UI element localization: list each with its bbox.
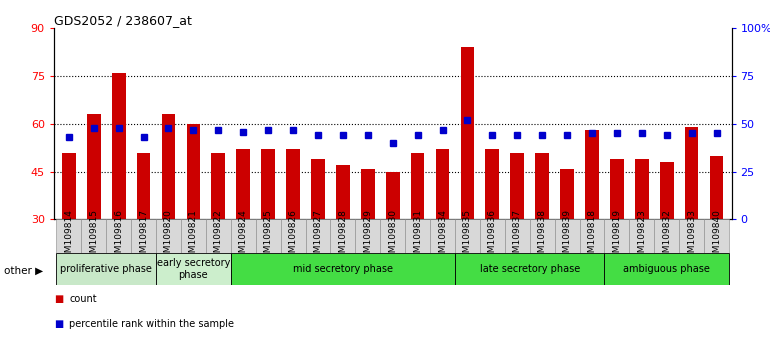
Bar: [561, 169, 574, 219]
Text: GSM109816: GSM109816: [114, 209, 123, 264]
Bar: [231, 253, 455, 285]
Bar: [137, 153, 150, 219]
Text: GSM109837: GSM109837: [513, 209, 522, 264]
Bar: [311, 159, 325, 219]
Bar: [704, 219, 729, 253]
Text: late secretory phase: late secretory phase: [480, 264, 580, 274]
Text: mid secretory phase: mid secretory phase: [293, 264, 393, 274]
Bar: [460, 47, 474, 219]
Text: other ▶: other ▶: [4, 266, 43, 276]
Bar: [554, 219, 580, 253]
Bar: [505, 219, 530, 253]
Text: GSM109817: GSM109817: [139, 209, 148, 264]
Text: GSM109831: GSM109831: [413, 209, 422, 264]
Text: GSM109814: GSM109814: [65, 209, 73, 264]
Bar: [112, 73, 126, 219]
Text: GDS2052 / 238607_at: GDS2052 / 238607_at: [54, 14, 192, 27]
Bar: [436, 149, 450, 219]
Text: GSM109827: GSM109827: [313, 209, 323, 264]
Text: GSM109820: GSM109820: [164, 209, 173, 264]
Bar: [156, 253, 231, 285]
Bar: [660, 162, 674, 219]
Bar: [256, 219, 280, 253]
Bar: [679, 219, 704, 253]
Text: GSM109818: GSM109818: [588, 209, 597, 264]
Bar: [530, 219, 554, 253]
Text: GSM109836: GSM109836: [488, 209, 497, 264]
Text: GSM109835: GSM109835: [463, 209, 472, 264]
Text: GSM109830: GSM109830: [388, 209, 397, 264]
Bar: [386, 172, 400, 219]
Text: GSM109824: GSM109824: [239, 209, 248, 264]
Bar: [87, 114, 101, 219]
Bar: [361, 169, 375, 219]
Text: GSM109833: GSM109833: [687, 209, 696, 264]
Bar: [610, 159, 624, 219]
Bar: [186, 124, 200, 219]
Bar: [535, 153, 549, 219]
Text: proliferative phase: proliferative phase: [60, 264, 152, 274]
Bar: [261, 149, 275, 219]
Bar: [405, 219, 430, 253]
Bar: [336, 165, 350, 219]
Bar: [580, 219, 604, 253]
Text: GSM109839: GSM109839: [563, 209, 571, 264]
Bar: [629, 219, 654, 253]
Bar: [306, 219, 330, 253]
Bar: [480, 219, 505, 253]
Text: GSM109826: GSM109826: [289, 209, 297, 264]
Bar: [380, 219, 405, 253]
Text: GSM109815: GSM109815: [89, 209, 99, 264]
Bar: [585, 130, 599, 219]
Bar: [654, 219, 679, 253]
Bar: [286, 149, 300, 219]
Text: GSM109822: GSM109822: [214, 209, 223, 264]
Bar: [181, 219, 206, 253]
Text: GSM109819: GSM109819: [612, 209, 621, 264]
Bar: [131, 219, 156, 253]
Bar: [156, 219, 181, 253]
Bar: [330, 219, 355, 253]
Text: GSM109821: GSM109821: [189, 209, 198, 264]
Bar: [162, 114, 176, 219]
Bar: [62, 153, 75, 219]
Text: GSM109838: GSM109838: [537, 209, 547, 264]
Bar: [56, 219, 82, 253]
Bar: [511, 153, 524, 219]
Bar: [710, 156, 723, 219]
Bar: [280, 219, 306, 253]
Bar: [106, 219, 131, 253]
Text: GSM109832: GSM109832: [662, 209, 671, 264]
Bar: [236, 149, 250, 219]
Text: early secretory
phase: early secretory phase: [157, 258, 230, 280]
Bar: [685, 127, 698, 219]
Bar: [455, 253, 604, 285]
Bar: [635, 159, 648, 219]
Bar: [82, 219, 106, 253]
Text: GSM109840: GSM109840: [712, 209, 721, 264]
Text: ■: ■: [54, 294, 63, 304]
Bar: [455, 219, 480, 253]
Bar: [212, 153, 225, 219]
Bar: [410, 153, 424, 219]
Bar: [486, 149, 499, 219]
Text: GSM109829: GSM109829: [363, 209, 372, 264]
Text: GSM109834: GSM109834: [438, 209, 447, 264]
Text: percentile rank within the sample: percentile rank within the sample: [69, 319, 234, 329]
Bar: [355, 219, 380, 253]
Text: GSM109828: GSM109828: [338, 209, 347, 264]
Bar: [56, 253, 156, 285]
Bar: [604, 219, 629, 253]
Text: ■: ■: [54, 319, 63, 329]
Text: count: count: [69, 294, 97, 304]
Text: GSM109825: GSM109825: [263, 209, 273, 264]
Bar: [206, 219, 231, 253]
Bar: [604, 253, 729, 285]
Bar: [231, 219, 256, 253]
Text: GSM109823: GSM109823: [638, 209, 646, 264]
Bar: [430, 219, 455, 253]
Text: ambiguous phase: ambiguous phase: [623, 264, 710, 274]
